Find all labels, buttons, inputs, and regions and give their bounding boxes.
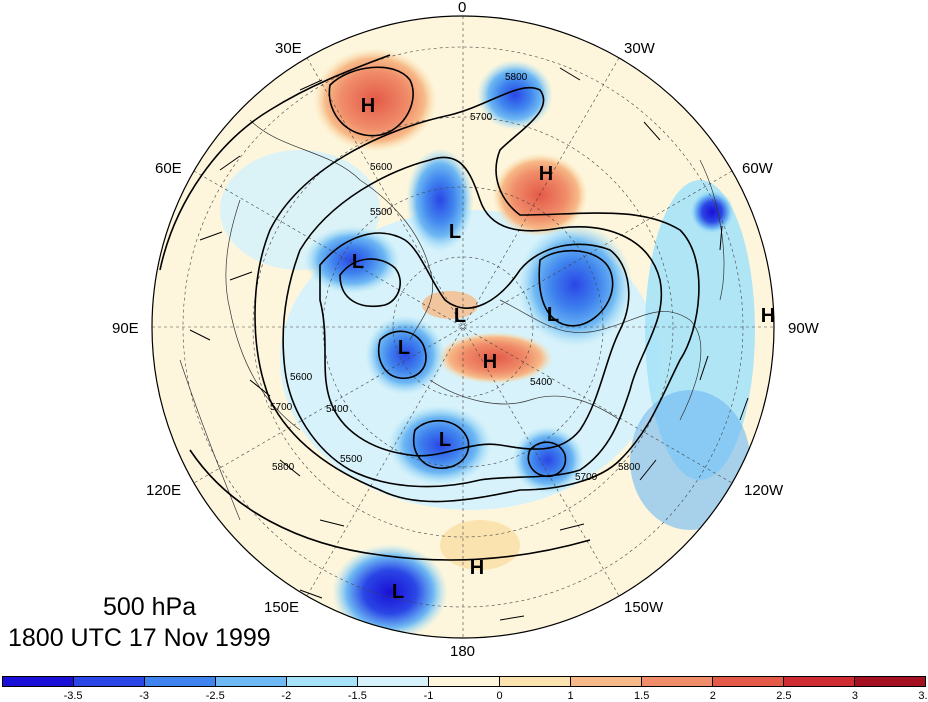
colorbar-tick-label: -1.5 [347,690,367,702]
colorbar-segment [3,677,74,686]
colorbar-segment [216,677,287,686]
high-pressure-marker: H [470,557,484,579]
colorbar-tick-label: -1 [423,690,434,702]
low-pressure-marker: L [547,304,559,326]
lon-label-90e: 90E [112,320,139,337]
lon-label-30w: 30W [624,40,655,57]
colorbar-tick-label: -2 [281,690,292,702]
colorbar-segment [855,677,925,686]
colorbar-segment [500,677,571,686]
polar-stereographic-map: 5800 5700 5600 5500 5400 5600 5700 5800 … [151,15,775,639]
lon-label-90w: 90W [788,320,819,337]
low-pressure-marker: L [392,581,404,603]
contour-label: 5700 [270,402,293,413]
lon-label-0: 0 [458,0,467,16]
colorbar-tick-label: 2.5 [776,690,792,702]
low-pressure-marker: L [449,221,461,243]
colorbar [2,676,926,687]
colorbar-tick-label: -2.5 [205,690,225,702]
title-datetime: 1800 UTC 17 Nov 1999 [8,624,271,652]
lon-label-120e: 120E [146,482,182,499]
lon-label-60w: 60W [742,160,773,177]
low-pressure-marker: L [352,251,364,273]
low-pressure-marker: L [439,429,451,451]
contour-label: 5400 [326,404,349,415]
contour-label: 5500 [370,207,393,218]
map-boundary [151,15,775,639]
colorbar-tick-label: 1.5 [634,690,650,702]
map-disk [152,16,774,638]
lon-label-150w: 150W [624,599,664,616]
contour-label: 5600 [370,162,393,173]
colorbar-tick-label: 0 [496,690,503,702]
high-pressure-marker: H [361,95,375,117]
high-pressure-marker: H [761,305,775,327]
colorbar-segment [713,677,784,686]
contour-label: 5500 [340,454,363,465]
lon-label-150e: 150E [264,599,300,616]
negative-anomaly-150e [332,544,448,638]
contour-label: 5700 [575,472,598,483]
negative-anomaly-30w [477,60,553,130]
low-pressure-marker: L [398,337,410,359]
title-level: 500 hPa [103,593,197,621]
colorbar-segment [145,677,216,686]
contour-label: 5600 [290,372,313,383]
low-pressure-marker: L [454,305,466,327]
contour-label: 5700 [470,112,493,123]
colorbar-tick-label: 1 [567,690,574,702]
colorbar-segment [784,677,855,686]
colorbar-tick-label: 3.5 [918,690,928,702]
contour-label: 5800 [505,72,528,83]
high-pressure-marker: H [539,163,553,185]
positive-anomaly-pole [437,332,553,384]
lon-label-60e: 60E [155,160,182,177]
colorbar-segment [287,677,358,686]
colorbar-segment [74,677,145,686]
colorbar-tick-label: -3 [139,690,150,702]
contour-label-group: 5800 5700 5600 5500 5400 5600 5700 5800 … [270,72,641,483]
contour-label: 5800 [618,462,641,473]
lon-label-30e: 30E [275,40,302,57]
contour-label: 5400 [530,377,553,388]
colorbar-tick-label: 3 [851,690,858,702]
lon-label-180: 180 [450,643,476,660]
colorbar-segment [642,677,713,686]
lon-label-120w: 120W [744,482,784,499]
height-contours [159,54,700,561]
high-pressure-marker: H [483,351,497,373]
colorbar-tick-label: -3.5 [63,690,83,702]
positive-anomaly-60w [492,153,588,237]
colorbar-segment [429,677,500,686]
colorbar-tick-label: 2 [709,690,716,702]
coastlines [179,119,725,521]
colorbar-segment [358,677,429,686]
pressure-systems: H H H H H L L L L L L L [352,95,775,603]
contour-label: 5800 [272,462,295,473]
colorbar-segment [571,677,642,686]
